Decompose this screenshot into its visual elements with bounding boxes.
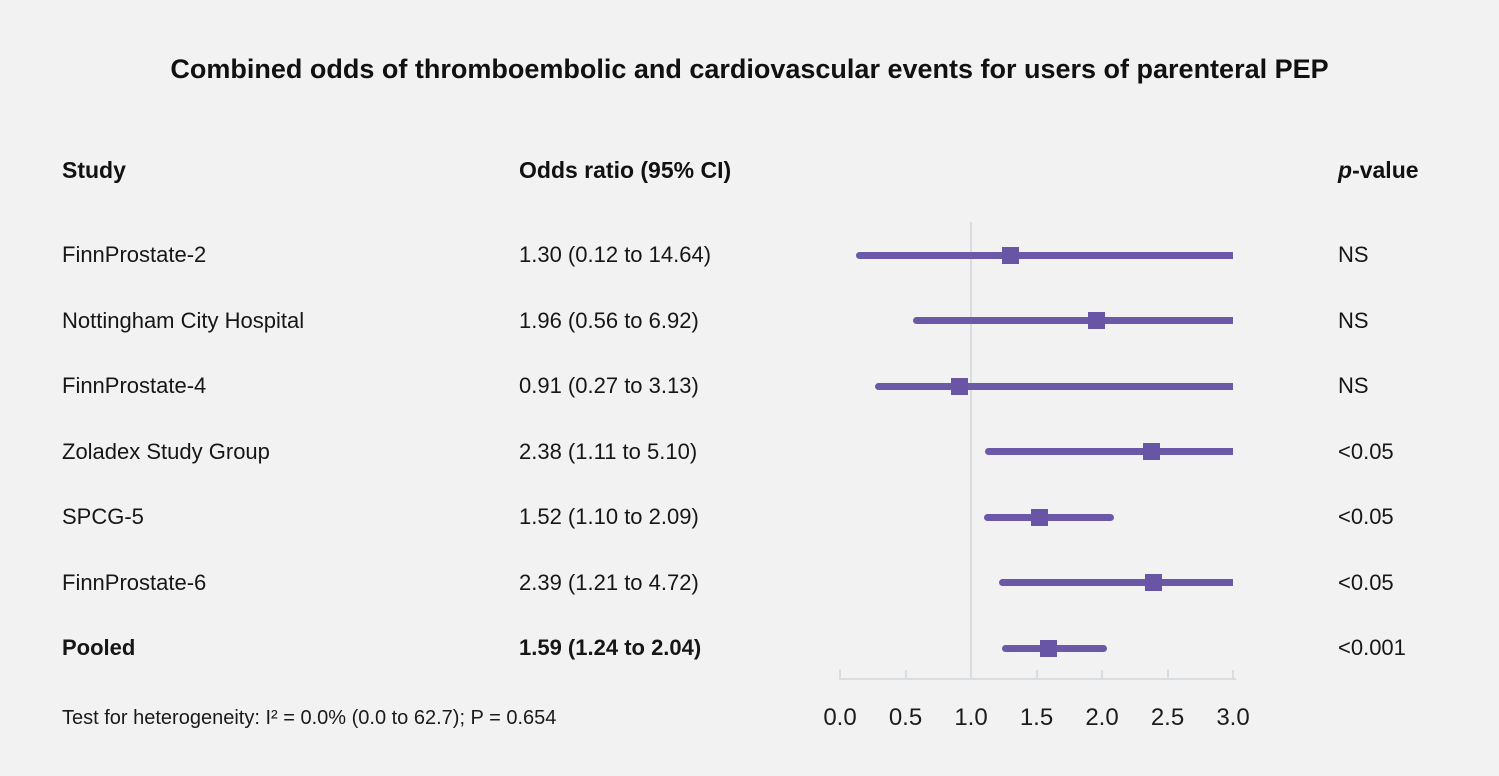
ci-line [875, 382, 1233, 390]
chart-title: Combined odds of thromboembolic and card… [170, 54, 1329, 84]
study-label: FinnProstate-2 [62, 242, 207, 267]
point-estimate-marker [1144, 574, 1162, 591]
ci-line [998, 579, 1233, 586]
axis-tick-label: 2.0 [1085, 704, 1119, 731]
p-value-label: NS [1338, 373, 1369, 398]
axis-tick [970, 670, 972, 678]
axis-tick [1101, 670, 1103, 678]
axis-tick-label: 2.5 [1150, 704, 1185, 731]
odds-ratio-label: 0.91 (0.27 to 3.13) [519, 373, 699, 398]
odds-ratio-label: 1.52 (1.10 to 2.09) [519, 504, 699, 529]
column-header-p-value: p-value [1338, 155, 1419, 185]
column-header-odds-ratio: Odds ratio (95% CI) [519, 157, 732, 183]
ci-line [855, 251, 1233, 259]
odds-ratio-label: 1.59 (1.24 to 2.04) [519, 635, 702, 660]
axis-tick-label: 0.0 [823, 704, 857, 731]
p-value-rest: -value [1352, 157, 1419, 183]
odds-ratio-label: 1.30 (0.12 to 14.64) [519, 242, 712, 267]
p-value-label: NS [1338, 242, 1369, 267]
p-value-italic-p: p [1338, 157, 1353, 183]
odds-ratio-label: 2.39 (1.21 to 4.72) [519, 569, 699, 595]
axis-tick-label: 0.5 [888, 704, 923, 731]
axis-tick [839, 670, 841, 678]
column-header-study: Study [62, 157, 126, 183]
study-label: Pooled [62, 635, 136, 660]
point-estimate-marker [1030, 508, 1048, 526]
p-value-label: <0.001 [1338, 635, 1406, 660]
ci-line [985, 448, 1233, 455]
odds-ratio-label: 1.96 (0.56 to 6.92) [519, 307, 699, 333]
study-label: FinnProstate-6 [62, 569, 207, 595]
axis-tick [1166, 670, 1169, 678]
p-value-label: <0.05 [1338, 438, 1394, 464]
ci-line [913, 317, 1233, 324]
reference-line [970, 222, 972, 679]
study-label: Zoladex Study Group [62, 438, 270, 464]
axis-tick [904, 670, 907, 678]
ci-line [984, 513, 1114, 521]
point-estimate-marker [1001, 246, 1019, 264]
point-estimate-marker [1143, 443, 1161, 460]
p-value-label: <0.05 [1338, 569, 1394, 595]
point-estimate-marker [1039, 639, 1057, 657]
p-value-label: NS [1338, 307, 1369, 333]
odds-ratio-label: 2.38 (1.11 to 5.10) [519, 438, 698, 464]
point-estimate-marker [950, 377, 968, 395]
p-value-label: <0.05 [1338, 504, 1394, 529]
study-label: FinnProstate-4 [62, 373, 207, 398]
axis-tick-label: 1.5 [1019, 704, 1054, 731]
heterogeneity-footnote: Test for heterogeneity: I² = 0.0% (0.0 t… [62, 707, 557, 729]
axis-tick-label: 3.0 [1216, 704, 1250, 731]
axis-tick [1232, 670, 1234, 678]
study-label: SPCG-5 [62, 504, 144, 529]
point-estimate-marker [1088, 312, 1106, 329]
x-axis-line [839, 678, 1236, 680]
axis-tick [1035, 670, 1038, 678]
study-label: Nottingham City Hospital [62, 307, 305, 333]
axis-tick-label: 1.0 [954, 704, 988, 731]
